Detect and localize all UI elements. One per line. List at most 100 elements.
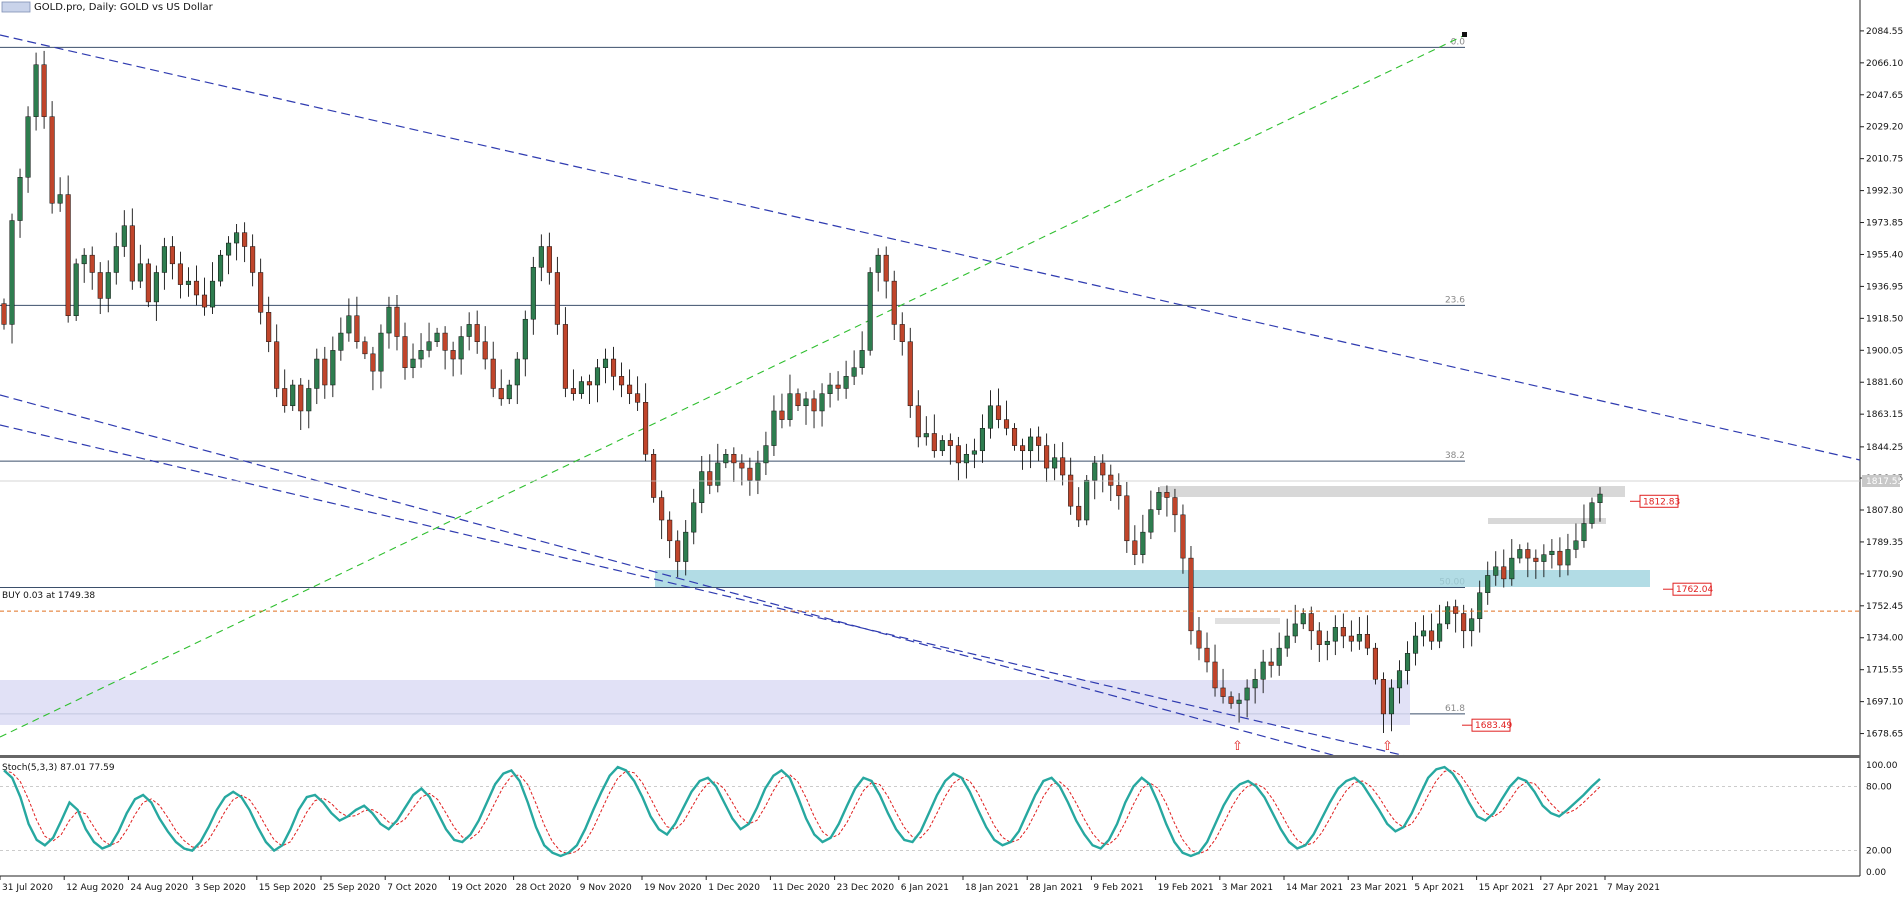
date-label: 6 Jan 2021 [901, 883, 949, 893]
candle-body [1477, 592, 1483, 619]
signal-arrows: ⇧ ⇧ [1232, 739, 1393, 754]
candle-body [185, 280, 192, 285]
current-price-marker: 1817.55 [0, 475, 1903, 487]
candle-body [554, 272, 560, 325]
channel-line[interactable] [0, 394, 1341, 758]
chart-title: GOLD.pro, Daily: GOLD vs US Dollar [34, 2, 214, 13]
price-tick-label: 2029.20 [1866, 123, 1903, 133]
date-label: 3 Sep 2020 [195, 883, 247, 893]
candle-body [1092, 462, 1098, 481]
candle-body [242, 232, 248, 247]
candle-body [1485, 575, 1491, 593]
candle-body [1036, 436, 1042, 446]
candle-body [1396, 670, 1403, 689]
candle-body [1084, 479, 1090, 521]
candle-body [867, 272, 873, 351]
price-tick-label: 1734.00 [1866, 634, 1903, 644]
candle-body [1116, 485, 1122, 497]
window-icon [1, 1, 31, 13]
price-tag-label: 1683.49 [1475, 721, 1512, 731]
candle-body [1509, 557, 1515, 580]
panel-separator[interactable] [0, 755, 1860, 758]
candle-body [1284, 635, 1290, 649]
candle-body [859, 350, 865, 368]
candle-body [723, 453, 729, 464]
candle-body [113, 246, 119, 273]
candle-body [1204, 647, 1210, 663]
candle-body [506, 384, 512, 400]
candle-body [1421, 630, 1427, 637]
candle-body [1541, 554, 1547, 562]
candle-body [105, 272, 111, 299]
candle-body [466, 324, 472, 337]
candle-body [1140, 531, 1146, 555]
candle-body [1044, 445, 1050, 469]
order-line[interactable]: BUY 0.03 at 1749.38 [0, 591, 1860, 612]
up-arrow-icon: ⇧ [1232, 739, 1243, 754]
candle-body [234, 232, 240, 244]
candle-body [322, 358, 328, 386]
candle-body [514, 358, 520, 386]
candle-body [482, 341, 488, 360]
candle-body [386, 306, 392, 334]
candle-body [819, 393, 825, 412]
candle-body [739, 462, 745, 469]
fib-anchor[interactable] [1462, 32, 1467, 37]
downtrend-line[interactable] [0, 34, 1861, 461]
current-price-text: 1817.55 [1866, 477, 1903, 487]
candle-body [811, 398, 817, 412]
candle-body [370, 353, 376, 372]
stoch-tick-label: 0.00 [1866, 868, 1886, 878]
channel-line[interactable] [0, 424, 1411, 758]
candle-body [1028, 436, 1034, 452]
price-tick-label: 1807.80 [1866, 506, 1903, 516]
candle-body [1212, 661, 1218, 689]
chart-header: GOLD.pro, Daily: GOLD vs US Dollar [1, 1, 214, 13]
candle-body [570, 388, 576, 394]
candle-body [851, 367, 857, 377]
date-label: 15 Sep 2020 [259, 883, 316, 893]
candle-body [1445, 606, 1451, 625]
candle-body [1276, 647, 1282, 666]
candle-body [346, 315, 352, 334]
price-tick-label: 1863.15 [1866, 410, 1903, 420]
candle-body [947, 440, 953, 446]
fib-diagonal[interactable] [0, 34, 1466, 738]
date-label: 11 Dec 2020 [772, 883, 830, 893]
candle-body [250, 246, 256, 273]
up-arrow-icon: ⇧ [1382, 739, 1393, 754]
candle-body [1124, 495, 1130, 542]
candle-body [290, 384, 296, 407]
candle-body [1597, 493, 1603, 503]
candle-body [402, 336, 408, 368]
candle-body [1236, 699, 1242, 704]
date-label: 18 Jan 2021 [965, 883, 1019, 893]
candle-body [1, 303, 7, 325]
candle-body [1132, 540, 1138, 555]
date-label: 7 May 2021 [1607, 883, 1660, 893]
price-tick-label: 2047.65 [1866, 91, 1903, 101]
price-tick-label: 1973.85 [1866, 219, 1903, 229]
price-tick-label: 2010.75 [1866, 155, 1903, 165]
candle-body [73, 263, 79, 317]
candle-body [627, 384, 633, 394]
candle-body [979, 428, 986, 452]
candle-body [875, 254, 881, 273]
candle-body [137, 263, 143, 282]
candle-body [763, 445, 769, 464]
candle-body [1308, 613, 1314, 632]
candle-body [258, 272, 264, 313]
demand-zone [655, 570, 1650, 587]
candle-body [1252, 679, 1258, 689]
resistance-zone [1488, 518, 1606, 524]
candle-body [1156, 492, 1162, 510]
date-label: 27 Apr 2021 [1543, 883, 1599, 893]
candle-body [915, 405, 921, 438]
date-label: 12 Aug 2020 [66, 883, 124, 893]
candle-body [643, 402, 649, 455]
candle-body [1461, 613, 1467, 632]
candle-body [923, 433, 929, 438]
candle-body [1332, 627, 1338, 642]
candle-body [177, 263, 183, 285]
